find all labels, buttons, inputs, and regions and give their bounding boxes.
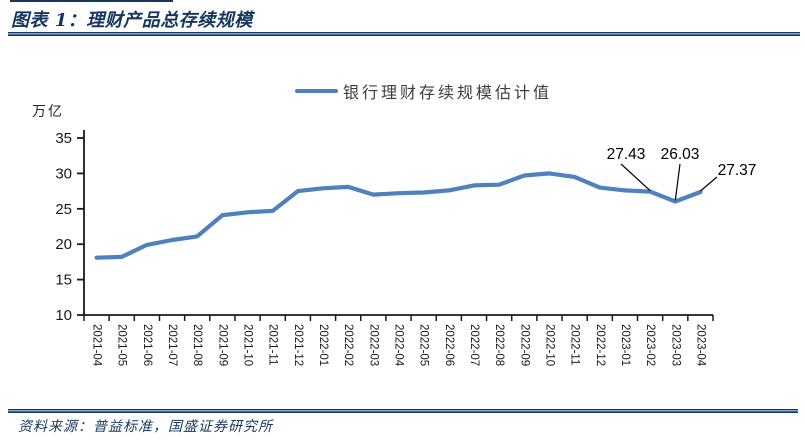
legend-line-swatch (295, 88, 338, 94)
x-tick-label: 2023-03 (669, 324, 681, 366)
footer-divider (8, 409, 798, 413)
x-tick-label: 2022-01 (317, 324, 329, 366)
x-tick-label: 2023-04 (694, 324, 706, 367)
x-tick-label: 2021-06 (141, 324, 153, 366)
y-tick-label: 20 (55, 236, 72, 253)
x-tick-label: 2023-01 (619, 324, 631, 366)
x-tick-label: 2023-02 (644, 324, 656, 366)
x-tick-label: 2022-07 (468, 324, 480, 366)
legend-label: 银行理财存续规模估计值 (343, 83, 553, 102)
x-tick-label: 2021-12 (292, 324, 304, 366)
x-tick-label: 2021-11 (267, 324, 279, 365)
x-tick-label: 2022-12 (594, 324, 606, 366)
x-tick-label: 2022-02 (342, 324, 354, 366)
annotation-leader-line (620, 163, 651, 192)
title-divider (8, 32, 800, 36)
x-tick-label: 2021-09 (216, 324, 228, 366)
x-tick-label: 2021-07 (166, 324, 178, 366)
x-tick-label: 2021-04 (91, 324, 103, 367)
y-tick-label: 15 (55, 272, 72, 289)
y-tick-label: 35 (55, 130, 72, 147)
annotation-leader-line (674, 163, 681, 201)
x-tick-label: 2022-04 (393, 324, 405, 367)
series-line (94, 171, 703, 260)
x-tick-label: 2022-11 (569, 324, 581, 365)
top-border-stub (10, 0, 173, 2)
chart-legend: 银行理财存续规模估计值 (295, 79, 552, 103)
x-tick-label: 2022-03 (367, 324, 379, 366)
x-tick-label: 2021-10 (242, 324, 254, 366)
annotation-leader-line (700, 176, 718, 192)
figure-title: 图表 1：理财产品总存续规模 (11, 10, 253, 31)
data-label: 26.03 (661, 146, 700, 163)
source-note: 资料来源：普益标准，国盛证券研究所 (18, 419, 273, 435)
y-tick-label: 10 (55, 307, 72, 324)
y-tick-label: 25 (55, 201, 72, 218)
x-tick-label: 2021-08 (191, 324, 203, 366)
x-tick-label: 2022-10 (543, 324, 555, 366)
x-tick-label: 2022-08 (493, 324, 505, 366)
data-label: 27.37 (718, 162, 757, 179)
x-tick-label: 2022-06 (443, 324, 455, 366)
x-tick-label: 2021-05 (116, 324, 128, 366)
data-label: 27.43 (607, 146, 646, 163)
x-tick-label: 2022-09 (518, 324, 530, 366)
y-tick-label: 30 (55, 165, 72, 182)
y-axis-unit-label: 万亿 (32, 104, 64, 120)
x-tick-label: 2022-05 (418, 324, 430, 366)
